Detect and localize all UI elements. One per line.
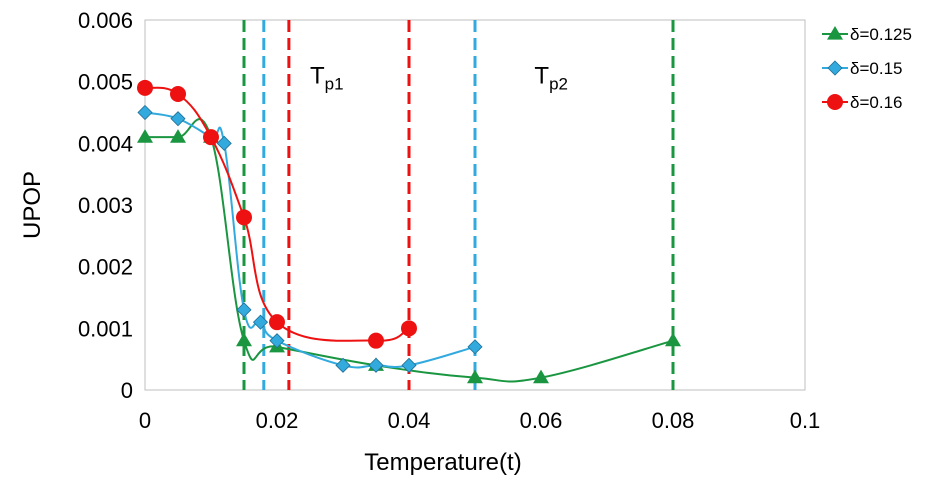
y-axis-ticks: 0 0.001 0.002 0.003 0.004 0.005 0.006 bbox=[78, 8, 133, 403]
y-tick-label: 0.001 bbox=[78, 316, 133, 341]
series-1-point-10 bbox=[467, 339, 483, 355]
y-tick-label: 0.006 bbox=[78, 8, 133, 33]
series-2-point-2 bbox=[203, 129, 219, 146]
legend-marker-2 bbox=[827, 94, 843, 110]
legend-label-1: δ=0.15 bbox=[850, 59, 902, 78]
series-1-point-1 bbox=[170, 111, 186, 127]
y-axis-label: UPOP bbox=[19, 171, 46, 239]
series-1-point-0 bbox=[137, 104, 153, 121]
series-2-point-3 bbox=[236, 209, 252, 226]
series-1-point-6 bbox=[269, 333, 285, 349]
series-0-point-7 bbox=[533, 369, 549, 384]
x-tick-label: 0.06 bbox=[520, 408, 563, 433]
series-1-point-7 bbox=[335, 357, 351, 373]
series-2-point-0 bbox=[137, 79, 153, 96]
x-tick-label: 0.08 bbox=[652, 408, 695, 433]
series-0-point-8 bbox=[665, 332, 681, 347]
series-2-point-6 bbox=[401, 320, 417, 337]
series-markers bbox=[137, 79, 681, 384]
annotation-p2: Tp2 bbox=[534, 62, 568, 93]
series-1-point-8 bbox=[368, 357, 384, 373]
x-tick-label: 0.1 bbox=[790, 408, 821, 433]
series-0-point-0 bbox=[137, 129, 153, 143]
y-tick-label: 0.003 bbox=[78, 193, 133, 218]
series-1-point-9 bbox=[401, 357, 417, 373]
series-0-point-6 bbox=[467, 369, 483, 384]
series-2-point-1 bbox=[170, 86, 186, 102]
y-tick-label: 0.002 bbox=[78, 255, 133, 280]
y-tick-label: 0 bbox=[121, 378, 133, 403]
x-axis-label: Temperature(t) bbox=[364, 449, 521, 476]
legend-marker-1 bbox=[827, 60, 843, 76]
series-1-point-4 bbox=[236, 302, 252, 318]
x-tick-label: 0.02 bbox=[256, 408, 299, 433]
series-1-point-3 bbox=[216, 135, 232, 151]
legend-label-0: δ=0.125 bbox=[850, 25, 912, 44]
legend-label-2: δ=0.16 bbox=[850, 93, 902, 112]
annotation-p1: Tp1 bbox=[310, 62, 344, 93]
y-tick-label: 0.005 bbox=[78, 70, 133, 95]
series-0-point-1 bbox=[170, 129, 186, 143]
y-tick-label: 0.004 bbox=[78, 131, 133, 156]
legend-marker-0 bbox=[827, 26, 843, 40]
series-2-point-4 bbox=[269, 314, 285, 331]
x-axis-ticks: 0 0.02 0.04 0.06 0.08 0.1 bbox=[139, 408, 820, 433]
series-2-point-5 bbox=[368, 332, 384, 349]
series-0-point-3 bbox=[236, 332, 252, 347]
x-tick-label: 0.04 bbox=[388, 408, 431, 433]
legend: δ=0.125 δ=0.15 δ=0.16 bbox=[822, 25, 912, 112]
annotations: Tp1 Tp2 bbox=[310, 62, 568, 93]
series-1-point-5 bbox=[252, 314, 269, 330]
x-tick-label: 0 bbox=[139, 408, 151, 433]
